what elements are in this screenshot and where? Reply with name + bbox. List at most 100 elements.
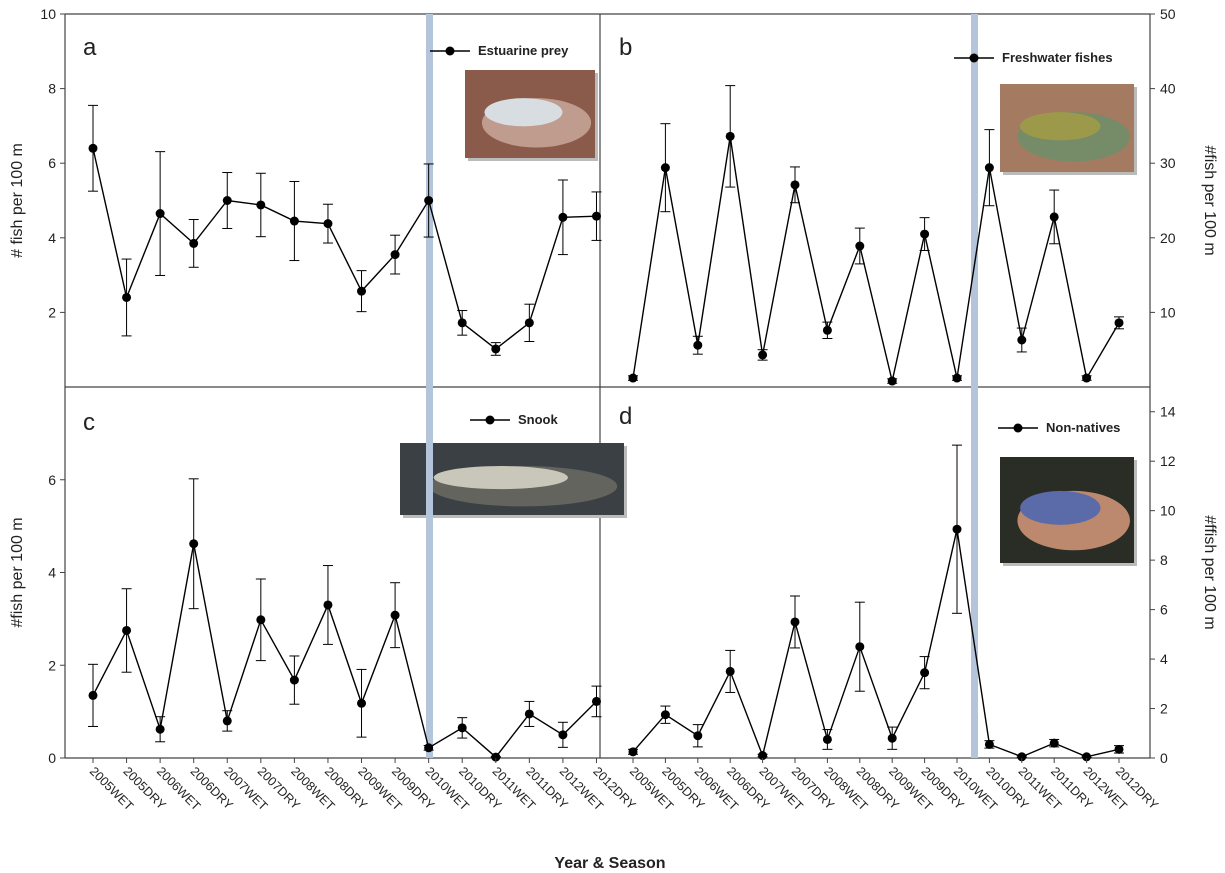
- ytick-label-d: 8: [1160, 552, 1168, 568]
- data-point: [491, 752, 501, 762]
- ytick-label-a: 8: [48, 81, 56, 97]
- series-layer: [88, 85, 1124, 762]
- data-point: [155, 724, 165, 734]
- data-point: [822, 325, 832, 335]
- ytick-label-d: 6: [1160, 602, 1168, 618]
- data-point: [920, 668, 930, 678]
- data-point: [1049, 738, 1059, 748]
- data-point: [524, 318, 534, 328]
- data-point: [357, 286, 367, 296]
- panel-letter-a: a: [83, 34, 97, 61]
- ytick-label-b: 50: [1160, 6, 1176, 22]
- panel-letter-c: c: [83, 409, 95, 436]
- data-point: [524, 709, 534, 719]
- data-point: [591, 211, 601, 221]
- data-point: [725, 131, 735, 141]
- ytick-label-c: 4: [48, 565, 56, 581]
- data-point: [122, 625, 132, 635]
- legend-a: Estuarine prey: [430, 43, 569, 58]
- data-point: [660, 710, 670, 720]
- data-point: [424, 196, 434, 205]
- photo-fish: [433, 466, 568, 490]
- legend-c: Snook: [470, 412, 558, 427]
- data-point: [491, 344, 501, 354]
- data-point: [1114, 318, 1124, 328]
- ytick-label-d: 2: [1160, 701, 1168, 717]
- data-point: [289, 675, 299, 685]
- data-point: [424, 743, 434, 753]
- photo-c: [400, 443, 627, 518]
- data-point: [256, 200, 266, 210]
- data-point: [693, 340, 703, 350]
- event-line-right: [971, 14, 978, 758]
- data-point: [920, 229, 930, 239]
- ytick-label-d: 0: [1160, 750, 1168, 766]
- ylabel-c: #fish per 100 m: [9, 517, 26, 627]
- ytick-label-d: 12: [1160, 453, 1176, 469]
- data-point: [558, 212, 568, 222]
- data-point: [984, 163, 994, 173]
- data-point: [155, 209, 165, 219]
- data-point: [628, 747, 638, 757]
- data-point: [457, 723, 467, 733]
- legend-label: Snook: [518, 412, 558, 427]
- data-point: [222, 716, 232, 726]
- data-point: [222, 196, 232, 205]
- data-point: [790, 617, 800, 627]
- ytick-label-a: 2: [48, 304, 56, 320]
- ytick-label-d: 4: [1160, 651, 1168, 667]
- legend-marker: [445, 46, 455, 56]
- data-point: [88, 143, 98, 153]
- ytick-label-b: 20: [1160, 230, 1176, 246]
- data-point: [822, 734, 832, 744]
- data-point: [984, 739, 994, 749]
- data-point: [457, 318, 467, 328]
- data-point: [855, 642, 865, 652]
- x-category-labels: 2005WET2005DRY2006WET2006DRY2007WET2007D…: [87, 758, 1161, 814]
- data-point: [357, 698, 367, 708]
- data-point: [725, 666, 735, 676]
- data-point: [390, 250, 400, 260]
- data-point: [189, 238, 199, 248]
- data-point: [855, 241, 865, 251]
- ytick-label-a: 6: [48, 155, 56, 171]
- panel-letter-d: d: [619, 403, 632, 430]
- legend-b: Freshwater fishes: [954, 50, 1113, 65]
- legend-d: Non-natives: [998, 420, 1120, 435]
- data-point: [289, 216, 299, 226]
- data-point: [1114, 744, 1124, 754]
- photo-fish: [1020, 112, 1101, 141]
- legends: Estuarine prey Freshwater fishes Snook Non-…: [430, 43, 1120, 435]
- event-lines: [426, 14, 978, 758]
- data-point: [887, 376, 897, 386]
- ytick-label-a: 4: [48, 230, 56, 246]
- data-point: [122, 292, 132, 302]
- ylabel-a: # fish per 100 m: [9, 143, 26, 258]
- data-point: [1049, 212, 1059, 222]
- ylabel-d: #ffish per 100 m: [1201, 515, 1218, 629]
- data-point: [887, 733, 897, 743]
- ytick-label-b: 10: [1160, 304, 1176, 320]
- data-point: [390, 610, 400, 620]
- photo-fish: [484, 98, 563, 127]
- legend-label: Estuarine prey: [478, 43, 569, 58]
- series-line-b: [632, 136, 1120, 382]
- photo-d: [1000, 457, 1137, 566]
- data-point: [558, 730, 568, 740]
- panel-letter-b: b: [619, 34, 632, 61]
- data-point: [323, 219, 333, 229]
- photo-a: [465, 70, 598, 161]
- legend-label: Freshwater fishes: [1002, 50, 1113, 65]
- data-point: [1082, 752, 1092, 762]
- photo-fish: [1020, 490, 1101, 525]
- photo-b: [1000, 84, 1137, 175]
- event-line-left: [426, 14, 433, 758]
- data-point: [323, 600, 333, 610]
- legend-marker: [485, 415, 495, 425]
- legend-marker: [1013, 423, 1023, 433]
- data-point: [693, 731, 703, 741]
- data-point: [591, 696, 601, 706]
- x-axis-title: Year & Season: [554, 855, 665, 872]
